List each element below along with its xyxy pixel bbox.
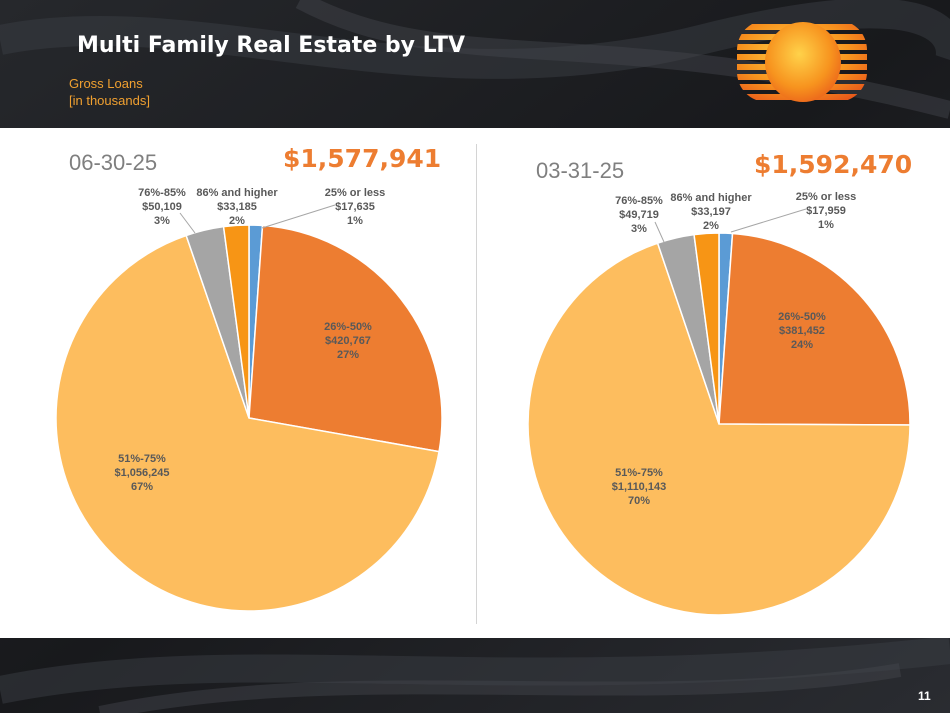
chart-1-label-26-50-pct: 27% <box>337 349 359 361</box>
chart-2-label-76-85-pct: 3% <box>631 223 647 235</box>
chart-2-label-76-85-value: $49,719 <box>619 209 659 221</box>
chart-1-slice-26-50 <box>248 224 443 453</box>
chart-1-total: $1,577,941 <box>283 144 442 173</box>
chart-2-label-86-and-higher-pct: 2% <box>703 220 719 232</box>
subtitle-line-2: [in thousands] <box>69 93 150 108</box>
page-number: 11 <box>918 689 931 703</box>
chart-1-leader-76-85 <box>179 212 196 234</box>
chart-1-label-51-75-value: $1,056,245 <box>114 467 169 479</box>
chart-2-label-26-50-value: $381,452 <box>779 325 825 337</box>
chart-1-label-86-and-higher-value: $33,185 <box>217 201 257 213</box>
panel-divider <box>476 144 477 624</box>
chart-2-label-25-or-less-name: 25% or less <box>796 191 857 203</box>
chart-2-label-76-85-name: 76%-85% <box>615 195 663 207</box>
chart-2-slice-86-and-higher <box>693 232 720 425</box>
chart-2-label-86-and-higher-value: $33,197 <box>691 206 731 218</box>
chart-2-slice-26-50 <box>718 232 911 426</box>
chart-2-total: $1,592,470 <box>754 150 913 179</box>
chart-1-slice-86-and-higher <box>222 224 250 419</box>
striped-sun-logo-icon <box>737 22 867 102</box>
chart-2-date: 03-31-25 <box>536 158 625 183</box>
chart-2-leader-25-or-less <box>730 208 807 233</box>
chart-1-leader-25-or-less <box>261 204 336 229</box>
subtitle-line-1: Gross Loans <box>69 76 143 91</box>
chart-2-label-51-75-pct: 70% <box>628 495 650 507</box>
chart-1-slice-51-75 <box>55 234 440 612</box>
slide-title: Multi Family Real Estate by LTV <box>77 33 466 58</box>
chart-1-label-76-85-pct: 3% <box>154 215 170 227</box>
chart-2-label-26-50-pct: 24% <box>791 339 813 351</box>
chart-2-label-26-50-name: 26%-50% <box>778 311 826 323</box>
chart-1-date: 06-30-25 <box>69 150 158 175</box>
chart-1-label-26-50-name: 26%-50% <box>324 321 372 333</box>
chart-1-label-86-and-higher-pct: 2% <box>229 215 245 227</box>
chart-1-label-51-75-name: 51%-75% <box>118 453 166 465</box>
chart-1-label-51-75-pct: 67% <box>131 481 153 493</box>
chart-1-label-26-50-value: $420,767 <box>325 335 371 347</box>
chart-2-label-25-or-less-value: $17,959 <box>806 205 846 217</box>
chart-2-label-86-and-higher-name: 86% and higher <box>670 192 752 204</box>
chart-2-slice-51-75 <box>527 242 911 616</box>
chart-1-label-25-or-less-pct: 1% <box>347 215 363 227</box>
chart-2-label-51-75-name: 51%-75% <box>615 467 663 479</box>
chart-1-label-76-85-name: 76%-85% <box>138 187 186 199</box>
chart-1-label-25-or-less-value: $17,635 <box>335 201 375 213</box>
chart-2-label-25-or-less-pct: 1% <box>818 219 834 231</box>
chart-1-label-76-85-value: $50,109 <box>142 201 182 213</box>
chart-1-label-25-or-less-name: 25% or less <box>325 187 386 199</box>
chart-2-label-51-75-value: $1,110,143 <box>612 481 666 493</box>
chart-1-label-86-and-higher-name: 86% and higher <box>196 187 278 199</box>
chart-2-leader-76-85 <box>654 221 665 243</box>
